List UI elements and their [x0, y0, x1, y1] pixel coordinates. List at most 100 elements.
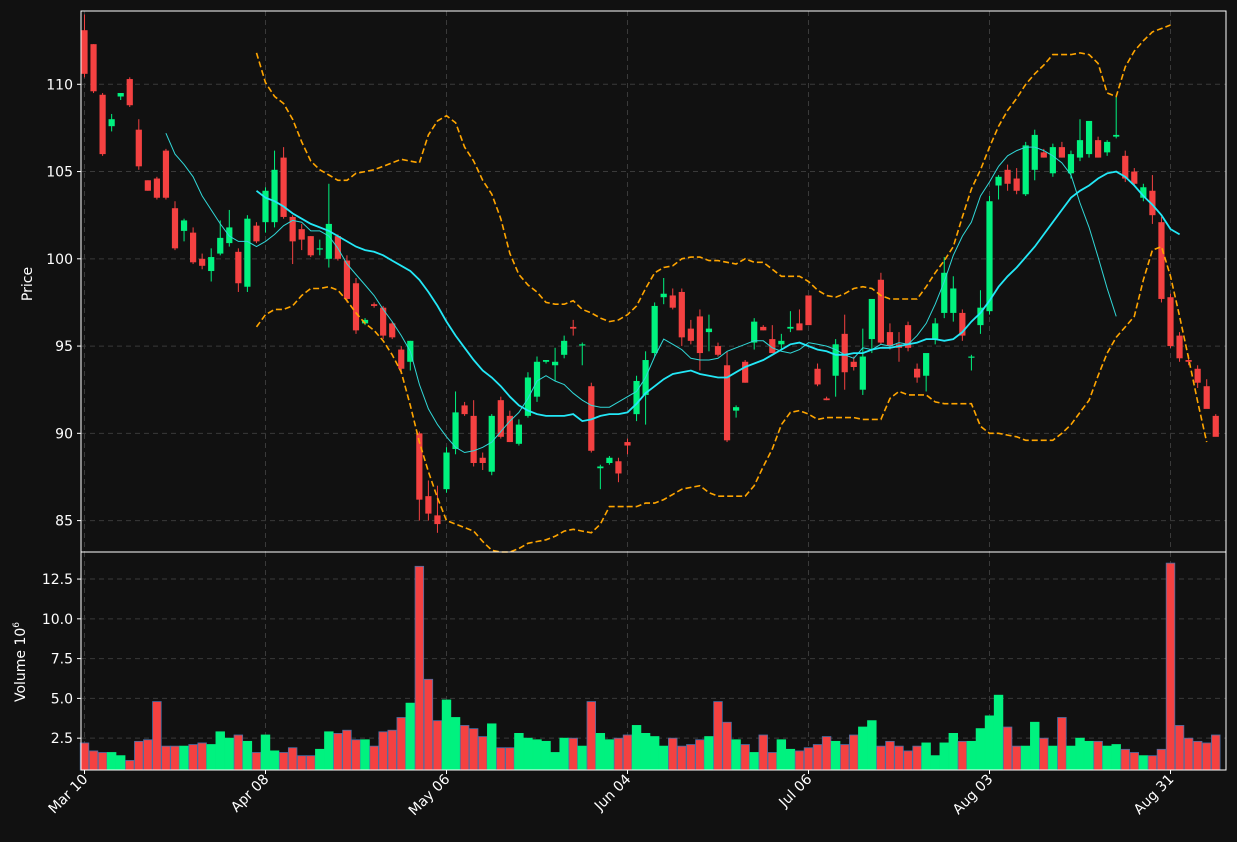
candle	[859, 328, 866, 395]
volume-bar	[97, 752, 108, 771]
price-tick-label: 90	[55, 426, 73, 442]
candle	[615, 457, 622, 483]
volume-bar	[686, 744, 696, 771]
volume-bar	[260, 734, 271, 771]
volume-bar	[1147, 755, 1158, 771]
volume-bar	[704, 736, 714, 771]
volume-bar	[966, 740, 977, 771]
candle	[443, 447, 450, 493]
candle-body	[325, 223, 332, 259]
price-tick-label: 110	[46, 77, 73, 93]
volume-bar	[731, 739, 741, 771]
volume-bar	[794, 750, 805, 771]
volume-axis-label-text: Volume 10	[13, 628, 29, 702]
candle-body	[180, 220, 188, 231]
candle	[995, 175, 1002, 200]
volume-bar	[179, 745, 189, 771]
candle-body	[1212, 415, 1219, 437]
candle-body	[1203, 386, 1210, 409]
candle-body	[1076, 140, 1084, 158]
price-axis-label: Price	[20, 267, 36, 301]
candle	[434, 485, 441, 533]
volume-bar	[948, 733, 959, 771]
candle	[244, 215, 251, 292]
volume-bar	[812, 744, 823, 771]
candle-body	[787, 326, 794, 329]
candle-body	[235, 251, 242, 284]
candle	[733, 405, 740, 418]
candle	[1203, 379, 1210, 409]
candle	[687, 319, 694, 345]
volume-bar	[1111, 744, 1121, 771]
candle-body	[606, 457, 613, 463]
candle	[1149, 175, 1156, 224]
volume-bar	[224, 737, 235, 771]
candle-body	[968, 356, 975, 358]
candle-body	[1031, 134, 1038, 170]
candle	[796, 309, 803, 331]
volume-bar	[514, 733, 524, 771]
candle-body	[733, 407, 740, 411]
volume-bar	[713, 701, 723, 771]
candle	[1067, 150, 1075, 179]
candle	[723, 351, 731, 443]
volume-bar	[505, 747, 515, 771]
candle	[579, 342, 586, 366]
candle	[470, 400, 477, 467]
candle-body	[1149, 190, 1156, 216]
candle	[624, 438, 631, 455]
candle-body	[81, 30, 88, 74]
volume-bar	[532, 739, 542, 771]
candle-body	[615, 461, 622, 474]
candle-body	[343, 260, 351, 299]
candle	[99, 93, 106, 156]
candle	[787, 311, 794, 333]
candle	[678, 288, 685, 347]
candle-body	[208, 257, 215, 272]
candle-body	[271, 169, 278, 223]
candle-body	[687, 328, 694, 341]
candle-body	[452, 412, 459, 450]
volume-bar	[776, 739, 787, 771]
candle	[950, 276, 957, 322]
volume-bar	[1039, 737, 1049, 771]
candle-body	[995, 176, 1002, 186]
candle	[162, 148, 170, 200]
candle-body	[153, 178, 160, 198]
candle-body	[1158, 222, 1165, 299]
volume-bar	[1093, 740, 1103, 771]
candle	[253, 222, 260, 244]
candle	[832, 339, 839, 397]
volume-bar	[450, 717, 461, 771]
volume-bar	[550, 752, 560, 771]
volume-bar	[1084, 740, 1094, 771]
volume-bar	[640, 733, 651, 771]
candle-body	[1113, 134, 1120, 137]
candle	[506, 410, 513, 443]
candle-body	[542, 360, 550, 362]
volume-bar	[659, 745, 669, 771]
candle-body	[678, 291, 685, 338]
candle-body	[696, 316, 703, 354]
candle-body	[488, 415, 495, 472]
volume-bar	[1011, 745, 1022, 771]
volume-bar	[1202, 742, 1212, 771]
candle	[914, 363, 921, 383]
volume-bar	[152, 701, 162, 771]
candle-body	[950, 288, 957, 313]
volume-bar	[1102, 745, 1112, 771]
volume-bar	[885, 740, 895, 771]
volume-tick-label: 5.0	[51, 691, 73, 707]
candle-body	[497, 400, 504, 437]
candle	[633, 375, 640, 422]
candle	[81, 14, 88, 78]
candle	[343, 255, 351, 303]
candle-body	[1049, 147, 1056, 174]
volume-bar	[649, 736, 660, 771]
candle	[298, 223, 305, 251]
volume-bar	[858, 726, 868, 771]
volume-bar	[984, 715, 995, 771]
volume-bar	[722, 721, 732, 771]
volume-bar	[1138, 755, 1149, 771]
